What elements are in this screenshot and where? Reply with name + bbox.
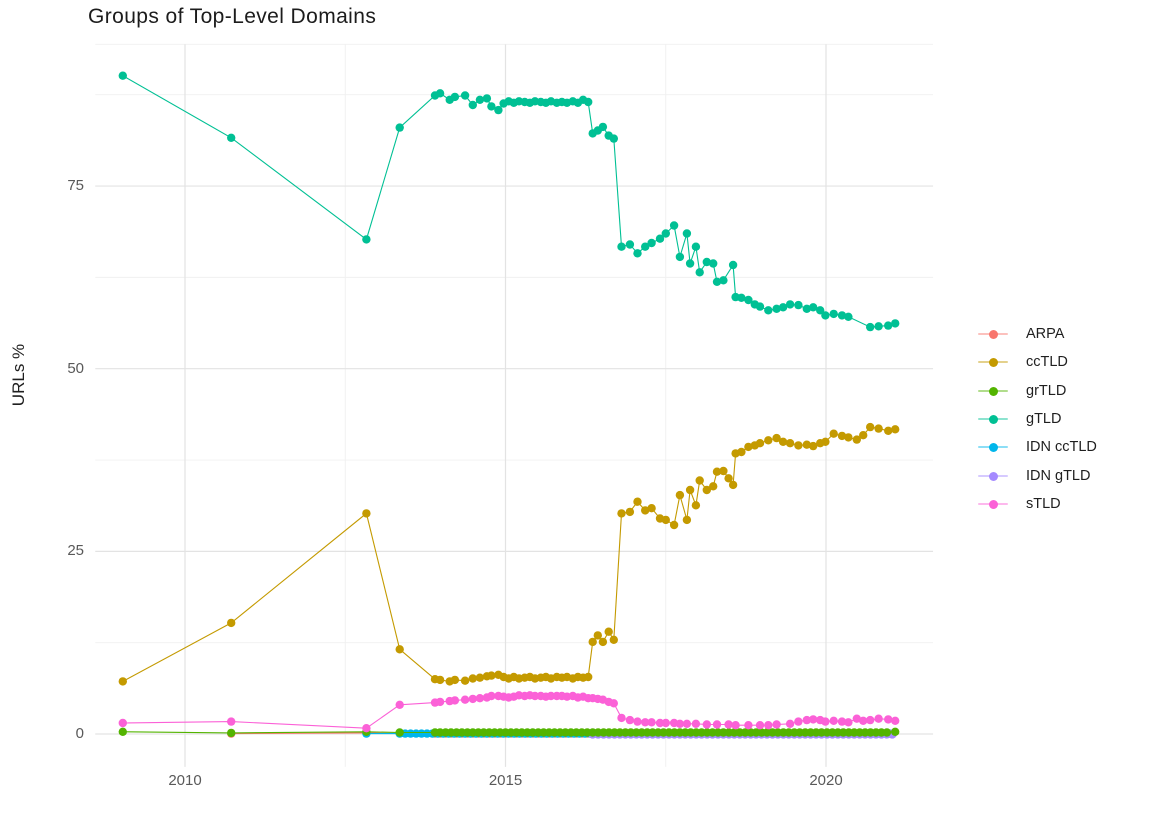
chart-title: Groups of Top-Level Domains xyxy=(88,5,377,28)
series-stld xyxy=(118,691,900,733)
x-tick-label-2015: 2015 xyxy=(488,772,523,789)
legend-label: IDN gTLD xyxy=(1026,467,1091,484)
legend-swatch-arpa xyxy=(976,323,1010,345)
legend-swatch-idn-cctld xyxy=(976,436,1010,458)
legend-swatch-idn-gtld xyxy=(976,465,1010,487)
series-grtld xyxy=(118,727,900,738)
legend-item-idn-gtld: IDN gTLD xyxy=(976,465,1090,487)
legend-item-arpa: ARPA xyxy=(976,323,1064,345)
legend-label: ARPA xyxy=(1026,326,1065,342)
legend-label: IDN ccTLD xyxy=(1026,439,1097,456)
legend-dot-icon xyxy=(989,471,998,481)
legend-dot-icon xyxy=(989,499,998,509)
legend-dot-icon xyxy=(989,386,998,396)
legend-dot-icon xyxy=(989,414,998,424)
legend-item-idn-cctld: IDN ccTLD xyxy=(976,436,1097,458)
legend-label: ccTLD xyxy=(1026,354,1068,371)
legend-item-gtld: gTLD xyxy=(976,408,1061,430)
legend-swatch-grtld xyxy=(976,380,1010,402)
legend-label: gTLD xyxy=(1026,410,1062,427)
series-cctld xyxy=(118,422,900,686)
legend-label: sTLD xyxy=(1026,495,1061,512)
series-gtld xyxy=(118,71,900,332)
x-tick-label-2020: 2020 xyxy=(809,772,843,789)
y-tick-label-0: 0 xyxy=(75,725,84,742)
legend-item-grtld: grTLD xyxy=(976,380,1066,402)
y-tick-label-75: 75 xyxy=(67,177,84,195)
y-tick-label-50: 50 xyxy=(67,359,84,377)
legend-item-stld: sTLD xyxy=(976,493,1061,515)
legend-label: grTLD xyxy=(1026,382,1067,399)
x-tick-label-2010: 2010 xyxy=(168,772,202,789)
legend-swatch-cctld xyxy=(976,351,1010,373)
legend-dot-icon xyxy=(989,443,998,453)
y-axis-title: URLs % xyxy=(9,343,28,407)
y-tick-label-25: 25 xyxy=(67,542,84,560)
legend-swatch-gtld xyxy=(976,408,1010,430)
legend-swatch-stld xyxy=(976,493,1010,515)
legend-dot-icon xyxy=(989,330,998,339)
legend-dot-icon xyxy=(989,358,998,368)
legend-item-cctld: ccTLD xyxy=(976,351,1068,373)
